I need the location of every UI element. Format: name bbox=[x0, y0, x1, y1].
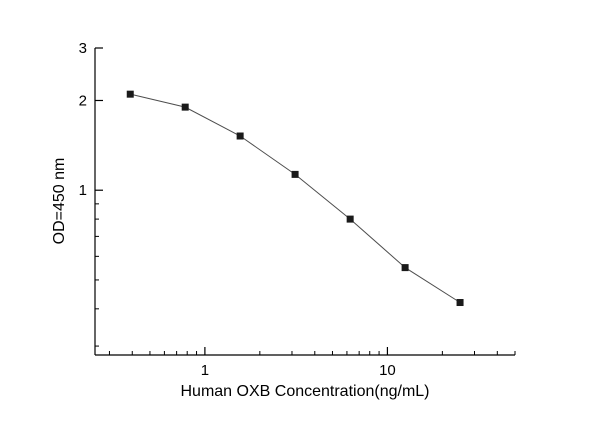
y-tick-label: 3 bbox=[79, 40, 87, 57]
axes-group: 1 10 1 2 3 bbox=[79, 40, 516, 379]
y-tick-label: 2 bbox=[79, 92, 87, 109]
x-axis-label: Human OXB Concentration(ng/mL) bbox=[181, 383, 430, 400]
series-group bbox=[126, 90, 464, 307]
data-point-marker bbox=[456, 299, 464, 307]
standard-curve-line bbox=[130, 93, 461, 303]
data-point-marker bbox=[126, 90, 134, 98]
data-point-marker bbox=[346, 215, 354, 223]
y-tick-label: 1 bbox=[79, 182, 87, 199]
x-tick-label: 10 bbox=[379, 362, 396, 379]
data-point-marker bbox=[236, 132, 244, 140]
data-point-marker bbox=[401, 264, 409, 272]
data-point-marker bbox=[181, 103, 189, 111]
x-tick-label: 1 bbox=[201, 362, 209, 379]
data-point-marker bbox=[291, 170, 299, 178]
y-axis-label: OD=450 nm bbox=[51, 158, 68, 245]
